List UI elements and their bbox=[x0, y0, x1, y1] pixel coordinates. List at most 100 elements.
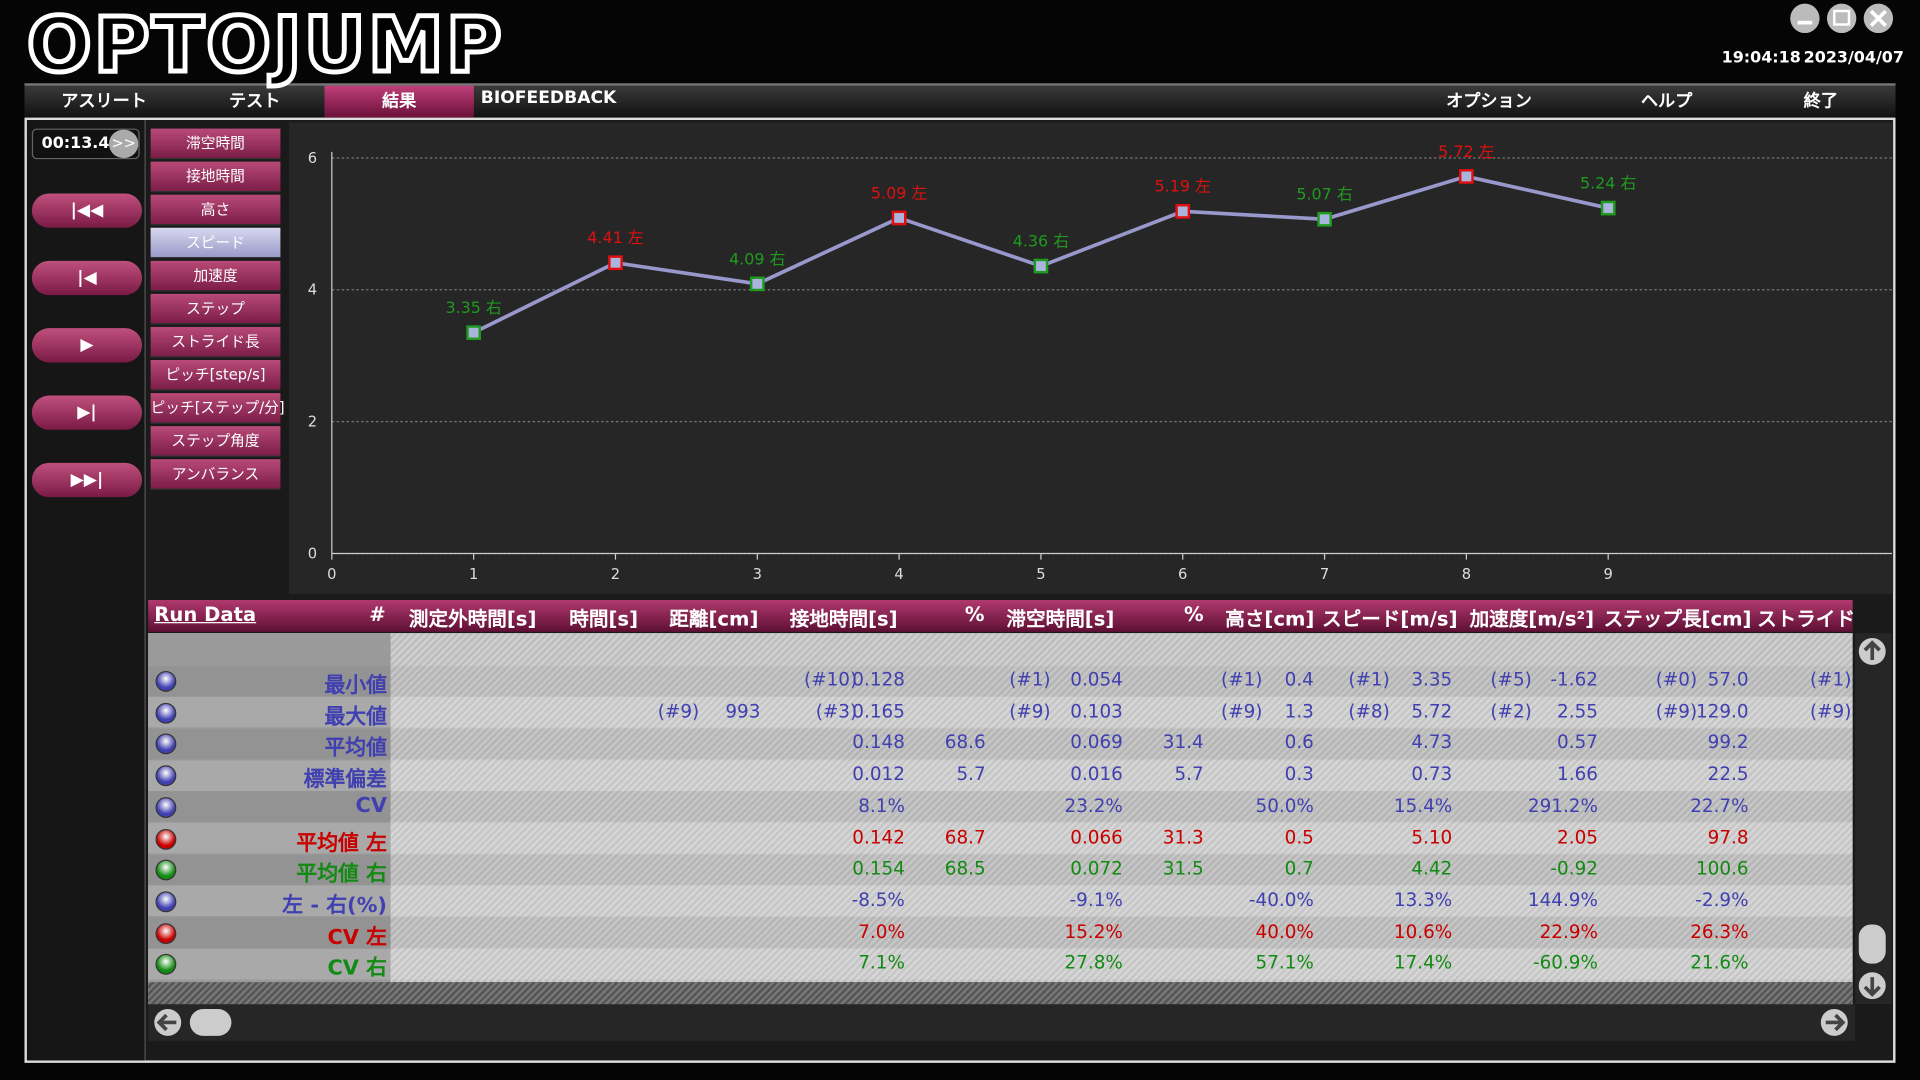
table-cell: 99.2 bbox=[1707, 731, 1749, 754]
table-cell: 8.1% bbox=[858, 794, 905, 817]
table-cell: 0.054 bbox=[1070, 668, 1123, 691]
table-cell: 68.5 bbox=[944, 857, 986, 880]
table-cell: -8.5% bbox=[851, 888, 905, 911]
metric-button[interactable]: 接地時間 bbox=[150, 161, 281, 193]
table-cell: 0.73 bbox=[1411, 762, 1453, 786]
row-dot bbox=[155, 796, 177, 818]
metric-button[interactable]: 高さ bbox=[150, 194, 281, 226]
metric-button[interactable]: ステップ角度 bbox=[150, 426, 281, 457]
table-cell: 22.7% bbox=[1690, 794, 1749, 817]
table-cell: -40.0% bbox=[1248, 888, 1314, 911]
table-scroll-h[interactable] bbox=[148, 1004, 1856, 1041]
table-cell: 4.42 bbox=[1411, 857, 1453, 880]
table-column-header[interactable]: Run Data bbox=[154, 602, 257, 626]
table-cell: 7.0% bbox=[858, 920, 905, 943]
row-label: 平均値 右 bbox=[296, 862, 387, 887]
scroll-icons-h[interactable] bbox=[148, 1004, 1855, 1041]
metric-button[interactable]: 加速度 bbox=[150, 260, 281, 292]
nav-item[interactable]: BIOFEEDBACK bbox=[480, 88, 617, 108]
table-cell: 0.154 bbox=[852, 857, 905, 880]
table-cell: 57.0 bbox=[1707, 668, 1749, 691]
table-cell: (#3) bbox=[815, 700, 858, 723]
date: 2023/04/07 bbox=[1803, 48, 1904, 68]
table-cell: 17.4% bbox=[1393, 951, 1453, 974]
data-line bbox=[472, 174, 1609, 335]
table-cell: 0.072 bbox=[1070, 857, 1123, 880]
metric-button[interactable]: ステップ bbox=[150, 293, 281, 325]
table-column-header: 時間[s] bbox=[569, 607, 639, 631]
nav-item[interactable]: アスリート bbox=[61, 91, 147, 112]
table-cell: (#9) bbox=[1221, 700, 1263, 723]
table-cell: 5.72 bbox=[1411, 700, 1453, 723]
table-cell: 291.2% bbox=[1527, 794, 1598, 817]
table-cell: (#9) bbox=[1810, 700, 1852, 723]
point-label: 5.19 左 bbox=[1155, 177, 1211, 196]
control-button[interactable]: ▶| bbox=[31, 395, 143, 430]
metric-button[interactable]: アンバランス bbox=[150, 459, 281, 490]
row-label: CV 右 bbox=[327, 956, 387, 982]
data-point bbox=[1317, 211, 1332, 227]
y-tick-label: 6 bbox=[308, 150, 317, 167]
table-cell: 68.7 bbox=[944, 825, 986, 848]
table-cell: 100.6 bbox=[1695, 857, 1749, 880]
metric-button[interactable]: ストライド長 bbox=[150, 326, 281, 358]
row-label: 標準偏差 bbox=[303, 767, 387, 793]
table-cell: 0.7 bbox=[1284, 857, 1314, 880]
window-buttons[interactable] bbox=[1788, 2, 1901, 34]
table-cell: -9.1% bbox=[1069, 888, 1123, 911]
metric-button[interactable]: ピッチ[ステップ/分] bbox=[150, 393, 285, 424]
scroll-icons[interactable] bbox=[1855, 633, 1892, 1004]
table-cell: 40.0% bbox=[1255, 920, 1314, 943]
control-button[interactable]: |◀◀ bbox=[31, 193, 143, 228]
table-cell: 1.66 bbox=[1557, 762, 1598, 786]
metric-button[interactable]: スピード bbox=[150, 227, 281, 259]
table-cell: 0.3 bbox=[1284, 762, 1314, 786]
table-cell: 13.3% bbox=[1393, 888, 1453, 911]
table-cell: 31.4 bbox=[1162, 731, 1204, 754]
table-cell: 57.1% bbox=[1255, 951, 1314, 974]
window-controls[interactable] bbox=[1788, 2, 1901, 34]
row-stripe bbox=[148, 696, 1853, 728]
chart-bg bbox=[288, 122, 1894, 594]
table-cell: 3.35 bbox=[1411, 668, 1453, 691]
table-cell: 15.2% bbox=[1064, 920, 1123, 943]
table-cell: 0.148 bbox=[852, 731, 905, 754]
point-label: 5.24 右 bbox=[1580, 173, 1636, 192]
control-button[interactable]: ▶▶| bbox=[31, 462, 143, 498]
table-cell: -1.62 bbox=[1550, 668, 1598, 691]
table-cell: 144.9% bbox=[1527, 888, 1598, 911]
table-cell: 23.2% bbox=[1064, 794, 1123, 817]
nav-item[interactable]: テスト bbox=[228, 91, 281, 112]
table-column-header: 高さ[cm] bbox=[1225, 607, 1315, 631]
metric-button[interactable]: ピッチ[step/s] bbox=[150, 360, 281, 391]
table-cell: 0.165 bbox=[852, 700, 905, 723]
table-scroll-v[interactable] bbox=[1855, 633, 1892, 1005]
table-cell: (#1) bbox=[1221, 668, 1263, 691]
control-button[interactable]: |◀ bbox=[31, 260, 143, 296]
table-column-header: ステップ長[cm] bbox=[1603, 607, 1752, 631]
control-button[interactable]: ▶ bbox=[31, 328, 143, 363]
row-dot bbox=[155, 859, 177, 881]
table-cell: 0.012 bbox=[852, 762, 905, 786]
data-point bbox=[1459, 169, 1474, 184]
time: 19:04:18 bbox=[1721, 48, 1801, 68]
row-label: CV 左 bbox=[327, 925, 387, 950]
nav-item[interactable]: 結果 bbox=[382, 91, 417, 112]
table-cell: 0.066 bbox=[1070, 825, 1123, 848]
row-label: 左 - 右(%) bbox=[282, 893, 387, 919]
x-tick-label: 9 bbox=[1604, 566, 1613, 583]
point-label: 4.36 右 bbox=[1013, 231, 1069, 250]
table-cell: 15.4% bbox=[1393, 794, 1453, 817]
row-stripe bbox=[148, 665, 1853, 697]
table-cell: 993 bbox=[725, 700, 761, 723]
nav-item[interactable]: ヘルプ bbox=[1640, 91, 1693, 112]
y-tick-label: 2 bbox=[308, 414, 317, 431]
table-cell: 97.8 bbox=[1707, 825, 1749, 848]
row-dot bbox=[155, 891, 177, 913]
metric-button[interactable]: 滞空時間 bbox=[150, 128, 281, 160]
row-label: CV bbox=[355, 793, 387, 818]
skip-button[interactable]: >> bbox=[108, 129, 139, 158]
nav-item[interactable]: 終了 bbox=[1803, 91, 1838, 112]
nav-item[interactable]: オプション bbox=[1446, 91, 1532, 112]
